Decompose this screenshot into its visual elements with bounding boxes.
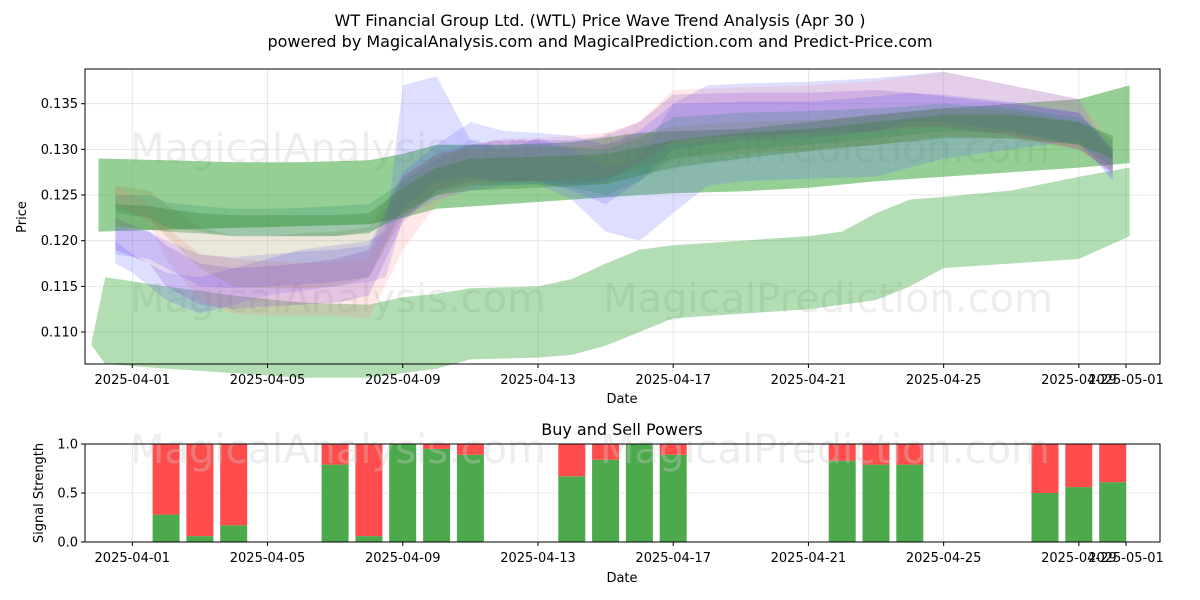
price-x-tick-label: 2025-04-21: [771, 373, 847, 388]
signal-x-tick-label: 2025-04-17: [635, 551, 711, 566]
signal-bars: [152, 444, 1127, 542]
sell-power-bar: [321, 444, 349, 465]
price-plot-frame: [84, 68, 1161, 365]
price-x-tick-label: 2025-04-17: [635, 373, 711, 388]
buy-power-bar: [355, 536, 383, 542]
signal-watermarks: MagicalAnalysis.com MagicalPrediction.co…: [130, 427, 1050, 473]
buy-power-bar: [625, 444, 653, 542]
price-x-tick-label: 2025-04-13: [500, 373, 576, 388]
price-y-tick-label: 0.125: [41, 189, 78, 204]
price-y-tick-label: 0.110: [41, 326, 78, 341]
price-band-green-wide-upper: [98, 85, 1130, 232]
buy-power-bar: [423, 448, 451, 542]
signal-y-tick-label: 0.5: [57, 487, 78, 502]
price-band-green-wide-lower: [91, 167, 1130, 378]
buy-power-bar: [389, 444, 417, 542]
price-x-tick-label: 2025-04-05: [230, 373, 306, 388]
sell-power-bar: [1099, 444, 1127, 483]
sell-power-bar: [355, 444, 383, 537]
signal-y-axis-label: Signal Strength: [32, 443, 47, 543]
buy-power-bar: [321, 464, 349, 542]
sell-power-bar: [558, 444, 586, 477]
buy-power-bar: [828, 460, 856, 542]
signal-x-tick-label: 2025-04-09: [365, 551, 441, 566]
price-x-ticks: 2025-04-01 2025-04-05 2025-04-09 2025-04-13…: [95, 364, 1164, 388]
price-x-tick-label: 2025-04-29: [1041, 373, 1117, 388]
price-y-tick-label: 0.120: [41, 234, 78, 249]
price-band-blue-band-1: [115, 71, 1113, 314]
price-band-green-core: [115, 114, 1113, 237]
buy-power-bar: [1065, 487, 1093, 542]
signal-y-tick-label: 0.0: [57, 536, 78, 551]
price-band-purple-band: [115, 90, 1113, 310]
buy-power-bar: [1031, 493, 1059, 542]
price-band-olive-band: [115, 108, 1113, 289]
sell-power-bar: [896, 444, 924, 465]
price-y-axis-label: Price: [15, 201, 30, 233]
price-x-tick-label: 2025-04-01: [95, 373, 171, 388]
signal-y-ticks: 0.0 0.5 1.0: [57, 438, 85, 551]
signal-x-tick-label: 2025-04-21: [771, 551, 847, 566]
buy-power-bar: [220, 525, 248, 542]
buy-power-bar: [152, 514, 180, 542]
signal-y-tick-label: 1.0: [57, 438, 78, 453]
signal-x-tick-label: 2025-04-05: [230, 551, 306, 566]
signal-x-tick-label: 2025-04-13: [500, 551, 576, 566]
sell-power-bar: [828, 444, 856, 461]
figure-title: WT Financial Group Ltd. (WTL) Price Wave…: [335, 11, 866, 30]
sell-power-bar: [220, 444, 248, 526]
figure-subtitle: powered by MagicalAnalysis.com and Magic…: [267, 32, 932, 51]
buy-power-bar: [592, 459, 620, 542]
watermark-mid-left: MagicalAnalysis.com: [130, 276, 546, 322]
sell-power-bar: [592, 444, 620, 460]
price-band-teal-band: [115, 103, 1113, 237]
buy-power-bar: [558, 476, 586, 542]
sell-power-bar: [862, 444, 890, 465]
price-x-axis-label: Date: [606, 392, 637, 407]
signal-x-axis-label: Date: [606, 571, 637, 586]
price-x-tick-label: 2025-05-01: [1088, 373, 1164, 388]
signal-chart-title: Buy and Sell Powers: [541, 420, 703, 439]
price-y-tick-label: 0.135: [41, 97, 78, 112]
sell-power-bar: [659, 444, 687, 455]
signal-x-tick-label: 2025-04-25: [906, 551, 982, 566]
signal-x-tick-label: 2025-05-01: [1088, 551, 1164, 566]
price-x-tick-label: 2025-04-25: [906, 373, 982, 388]
buy-power-bar: [456, 454, 484, 542]
signal-x-tick-label: 2025-04-29: [1041, 551, 1117, 566]
watermark-bottom-left: MagicalAnalysis.com: [130, 427, 546, 473]
buy-power-bar: [862, 464, 890, 542]
buy-power-bar: [896, 464, 924, 542]
price-y-tick-label: 0.130: [41, 143, 78, 158]
sell-power-bar: [1031, 444, 1059, 493]
signal-x-ticks: 2025-04-01 2025-04-05 2025-04-09 2025-04-13…: [95, 542, 1164, 566]
sell-power-bar: [423, 444, 451, 449]
price-bands: [91, 71, 1130, 378]
watermark-mid-right: MagicalPrediction.com: [603, 276, 1053, 322]
price-chart: MagicalAnalysis.com MagicalPrediction.co…: [15, 68, 1164, 407]
buy-power-bar: [659, 454, 687, 542]
sell-power-bar: [152, 444, 180, 515]
price-y-ticks: 0.110 0.115 0.120 0.125 0.130 0.135: [41, 97, 85, 341]
buy-power-bar: [186, 536, 214, 542]
signal-plot-area: [85, 444, 1160, 542]
signal-chart: Buy and Sell Powers MagicalAnalysis.com …: [32, 420, 1164, 586]
price-band-pink-band: [115, 71, 1113, 319]
sell-power-bar: [1065, 444, 1093, 488]
sell-power-bar: [456, 444, 484, 455]
signal-x-tick-label: 2025-04-01: [95, 551, 171, 566]
sell-power-bar: [186, 444, 214, 537]
price-x-tick-label: 2025-04-09: [365, 373, 441, 388]
price-band-blue-band-2: [115, 92, 1113, 289]
buy-power-bar: [1099, 482, 1127, 542]
price-y-tick-label: 0.115: [41, 280, 78, 295]
watermark-bottom-right: MagicalPrediction.com: [600, 427, 1050, 473]
